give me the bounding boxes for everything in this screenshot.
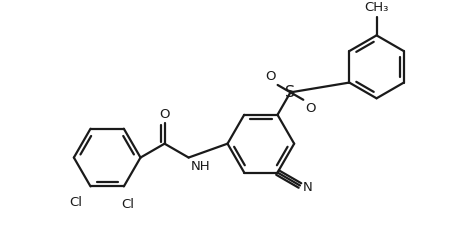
Text: O: O xyxy=(159,108,170,120)
Text: Cl: Cl xyxy=(69,196,82,209)
Text: O: O xyxy=(265,70,276,83)
Text: O: O xyxy=(305,102,315,115)
Text: CH₃: CH₃ xyxy=(365,1,389,14)
Text: N: N xyxy=(303,181,313,194)
Text: NH: NH xyxy=(190,160,210,173)
Text: S: S xyxy=(285,85,295,100)
Text: Cl: Cl xyxy=(121,198,134,211)
